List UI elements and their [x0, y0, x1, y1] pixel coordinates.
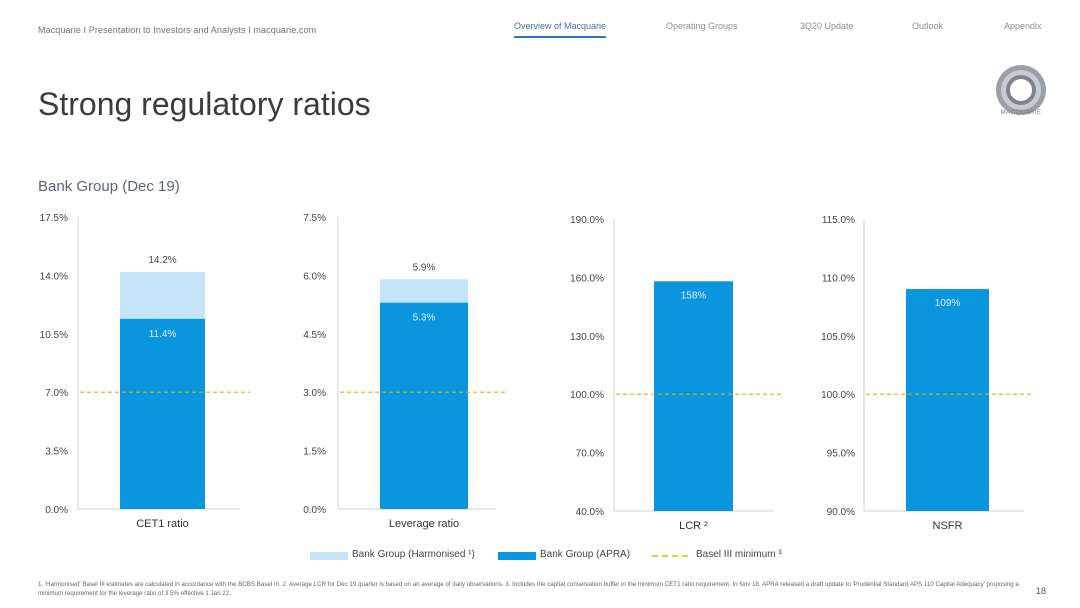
data-label-apra: 5.3% [413, 313, 436, 324]
bar-apra [906, 289, 989, 511]
y-tick-label: 100.0% [821, 390, 855, 401]
data-label-apra: 109% [935, 298, 961, 309]
y-tick-label: 40.0% [576, 507, 604, 518]
category-label: LCR ² [679, 520, 708, 532]
logo-wordmark: MACQUARIE [1000, 110, 1042, 116]
legend-label-harmonised: Bank Group (Harmonised ¹) [352, 549, 475, 560]
bar-apra [380, 302, 468, 509]
nav-tab-operating-groups[interactable]: Operating Groups [666, 21, 738, 31]
data-label-harmonised: 14.2% [148, 255, 176, 266]
legend-swatch-apra [498, 552, 536, 560]
nav-active-underline [514, 36, 606, 38]
data-label-apra: 11.4% [149, 329, 177, 340]
bar-apra [654, 281, 733, 511]
legend-swatch-basel [652, 555, 690, 557]
page-number: 18 [1036, 586, 1047, 596]
y-tick-label: 160.0% [570, 273, 604, 284]
category-label: CET1 ratio [136, 518, 189, 530]
bar-harmonised [120, 272, 205, 319]
y-tick-label: 0.0% [303, 505, 326, 516]
y-tick-label: 115.0% [822, 215, 855, 226]
nav-tab-3q20-update[interactable]: 3Q20 Update [800, 21, 854, 31]
y-tick-label: 14.0% [40, 271, 68, 282]
header-breadcrumb: Macquarie I Presentation to Investors an… [38, 25, 317, 35]
y-tick-label: 70.0% [576, 449, 604, 460]
y-tick-label: 105.0% [821, 332, 855, 343]
y-tick-label: 100.0% [570, 390, 604, 401]
y-tick-label: 130.0% [570, 332, 604, 343]
y-tick-label: 4.5% [303, 330, 326, 341]
data-label-apra: 158% [681, 290, 707, 301]
nav-tab-overview[interactable]: Overview of Macquarie [514, 21, 607, 31]
legend-label-apra: Bank Group (APRA) [540, 549, 631, 560]
bar-harmonised [380, 279, 468, 303]
page-title: Strong regulatory ratios [38, 86, 371, 122]
legend-label-basel: Basel III minimum ³ [696, 549, 782, 560]
regulatory-ratio-charts: 0.0% 3.5% 7.0% 10.5% 14.0% 17.5% 14.2% 11.4% CET… [40, 213, 1034, 532]
y-tick-label: 95.0% [827, 449, 855, 460]
legend-swatch-harmonised [310, 552, 348, 560]
y-tick-label: 6.0% [303, 271, 326, 282]
y-tick-label: 3.0% [303, 388, 326, 399]
nav-tab-outlook[interactable]: Outlook [912, 21, 944, 31]
y-tick-label: 110.0% [822, 273, 855, 284]
y-tick-label: 0.0% [45, 505, 68, 516]
y-tick-label: 90.0% [827, 507, 855, 518]
bar-apra [120, 318, 205, 509]
y-tick-label: 3.5% [45, 447, 68, 458]
category-label: Leverage ratio [389, 518, 459, 530]
y-tick-label: 17.5% [40, 213, 68, 224]
chart-subtitle: Bank Group (Dec 19) [38, 178, 180, 195]
y-tick-label: 1.5% [303, 447, 326, 458]
y-tick-label: 190.0% [570, 215, 604, 226]
nav-tab-appendix[interactable]: Appendix [1004, 21, 1042, 31]
y-tick-label: 7.0% [45, 388, 68, 399]
data-label-harmonised: 5.9% [413, 262, 436, 273]
macquarie-logo-icon [996, 65, 1046, 115]
top-bar: Macquarie I Presentation to Investors an… [0, 0, 1080, 40]
footnote: 1. 'Harmonised' Basel III estimates are … [38, 581, 1019, 597]
y-tick-label: 7.5% [303, 213, 326, 224]
y-tick-label: 10.5% [40, 330, 68, 341]
category-label: NSFR [933, 520, 963, 532]
